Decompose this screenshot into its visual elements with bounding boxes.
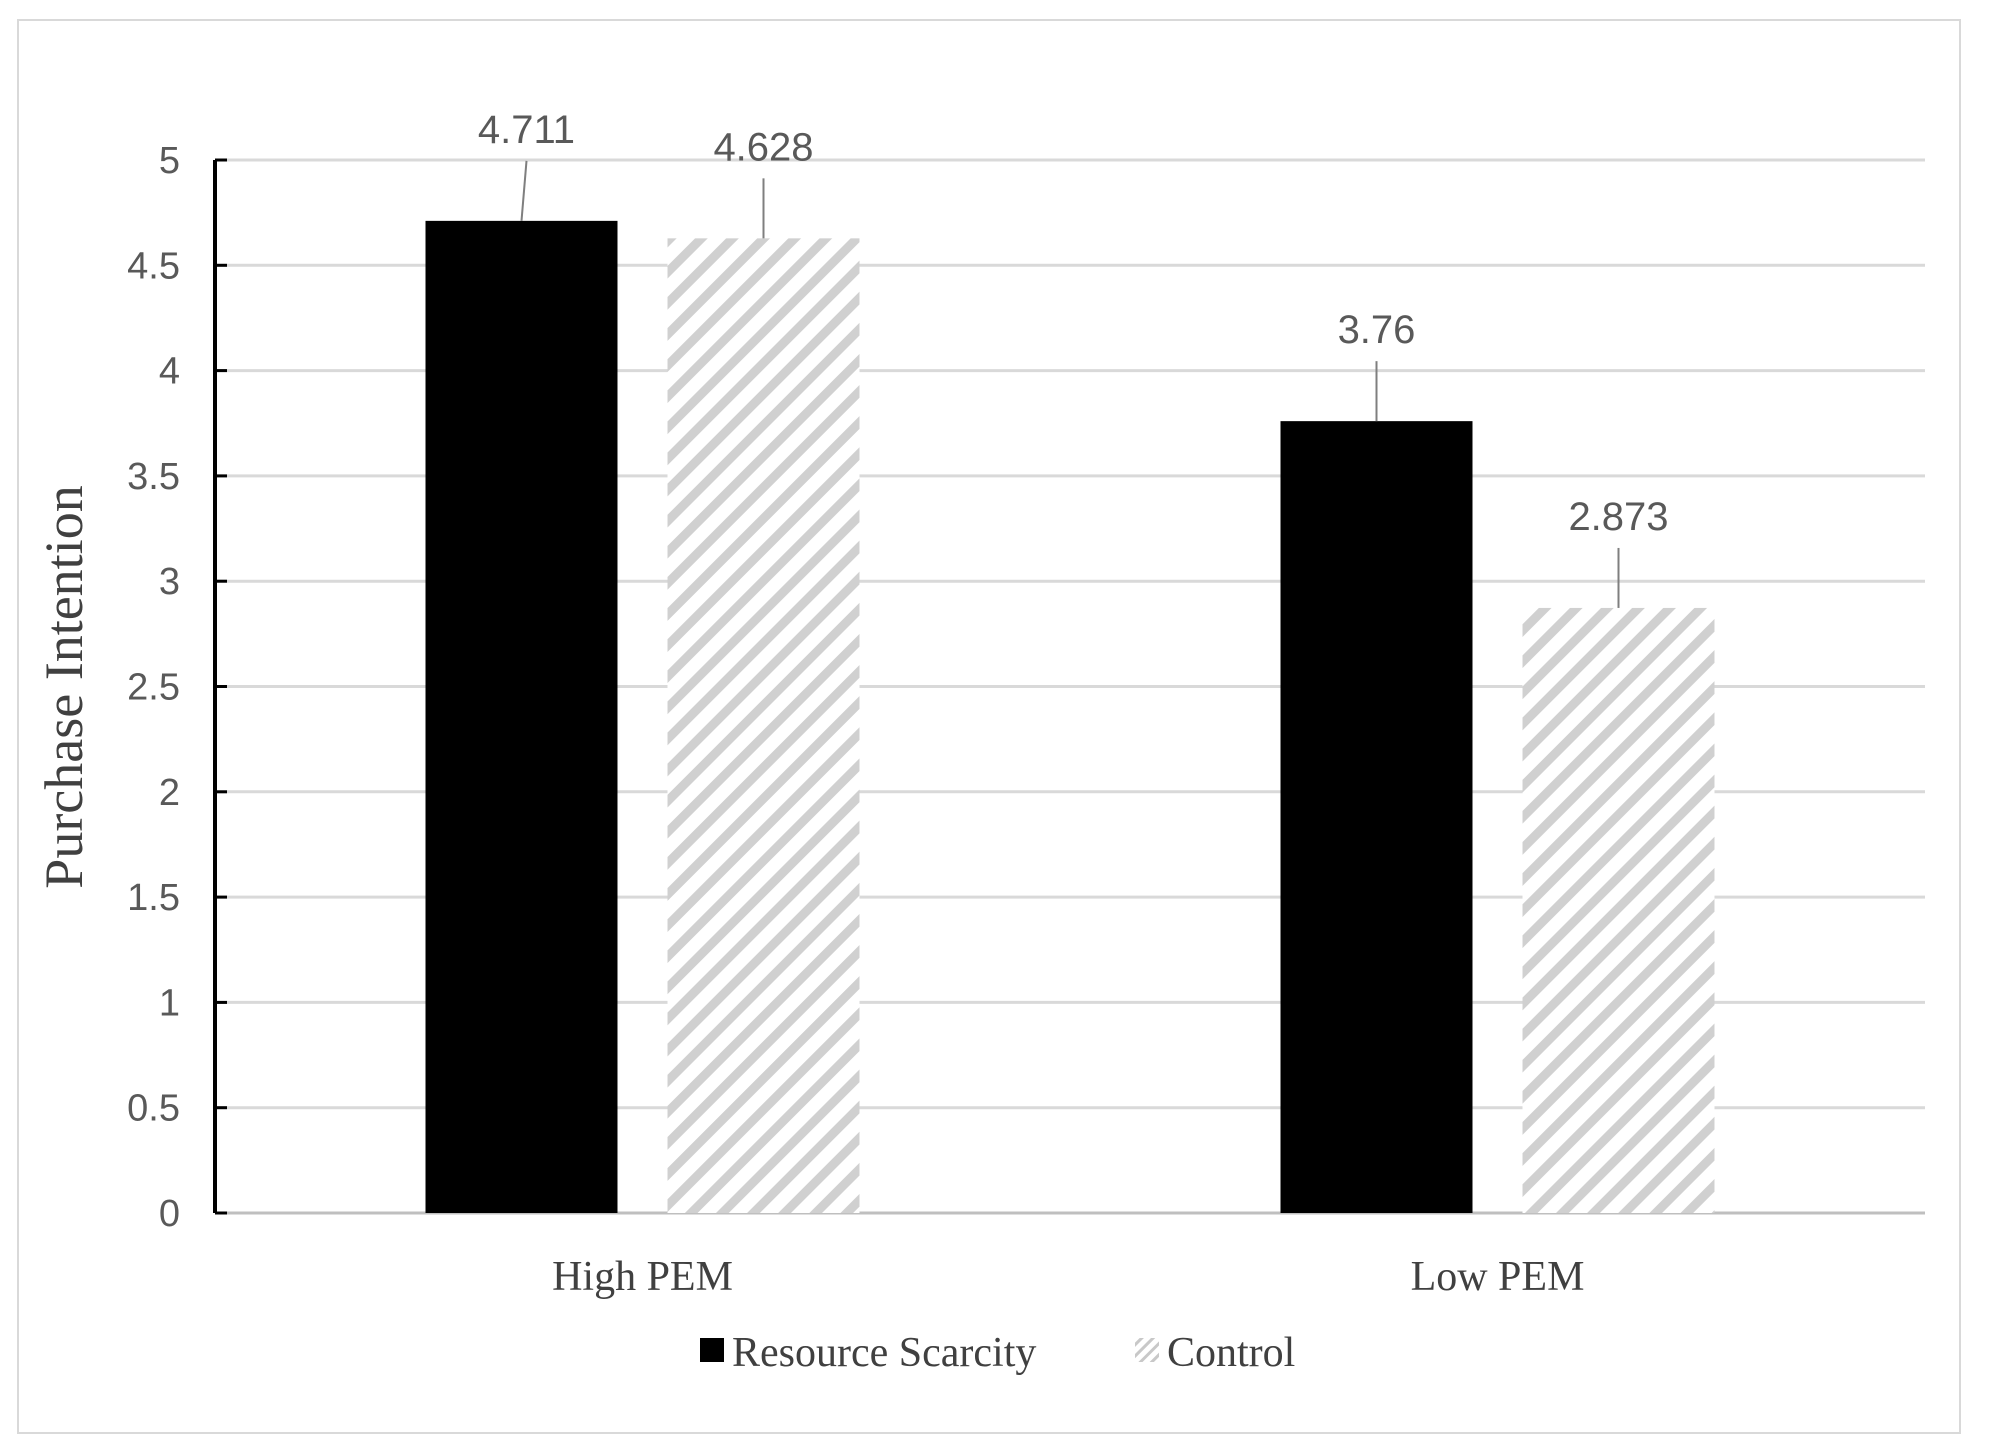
x-category-label: High PEM bbox=[552, 1254, 733, 1300]
bar-control-high-pem bbox=[667, 238, 860, 1213]
x-axis-categories: High PEM Low PEM bbox=[552, 1254, 1584, 1300]
y-tick-label: 0 bbox=[159, 1193, 180, 1235]
data-label: 2.873 bbox=[1568, 495, 1668, 539]
y-tick-label: 1.5 bbox=[127, 877, 180, 919]
data-label: 3.76 bbox=[1338, 308, 1416, 352]
y-tick-label: 1 bbox=[159, 982, 180, 1024]
legend-label: Resource Scarcity bbox=[732, 1330, 1036, 1376]
data-label: 4.628 bbox=[713, 125, 813, 169]
y-tick-label: 4 bbox=[159, 351, 180, 393]
y-tick-label: 2.5 bbox=[127, 667, 180, 709]
bars bbox=[425, 220, 1715, 1213]
y-tick-label: 3 bbox=[159, 561, 180, 603]
data-label: 4.711 bbox=[478, 108, 575, 152]
x-category-label: Low PEM bbox=[1411, 1254, 1585, 1300]
bar-resource-scarcity-high-pem bbox=[425, 220, 618, 1213]
y-tick-label: 2 bbox=[159, 772, 180, 814]
legend-label: Control bbox=[1167, 1330, 1295, 1376]
legend: Resource Scarcity Control bbox=[700, 1330, 1295, 1376]
legend-swatch bbox=[1135, 1338, 1159, 1362]
data-label-leader bbox=[520, 160, 528, 221]
y-axis-title: Purchase Intention bbox=[34, 485, 94, 888]
y-tick-label: 3.5 bbox=[127, 456, 180, 498]
y-tick-label: 5 bbox=[159, 140, 180, 182]
legend-swatch bbox=[700, 1338, 724, 1362]
bar-resource-scarcity-low-pem bbox=[1280, 421, 1473, 1213]
data-labels: 4.711 4.628 3.76 2.873 bbox=[478, 108, 1669, 608]
y-tick-label: 4.5 bbox=[127, 245, 180, 287]
bar-control-low-pem bbox=[1522, 607, 1715, 1213]
y-tick-label: 0.5 bbox=[127, 1088, 180, 1130]
y-axis-ticks: 0 0.5 1 1.5 2 2.5 3 3.5 4 4.5 5 bbox=[127, 140, 227, 1235]
